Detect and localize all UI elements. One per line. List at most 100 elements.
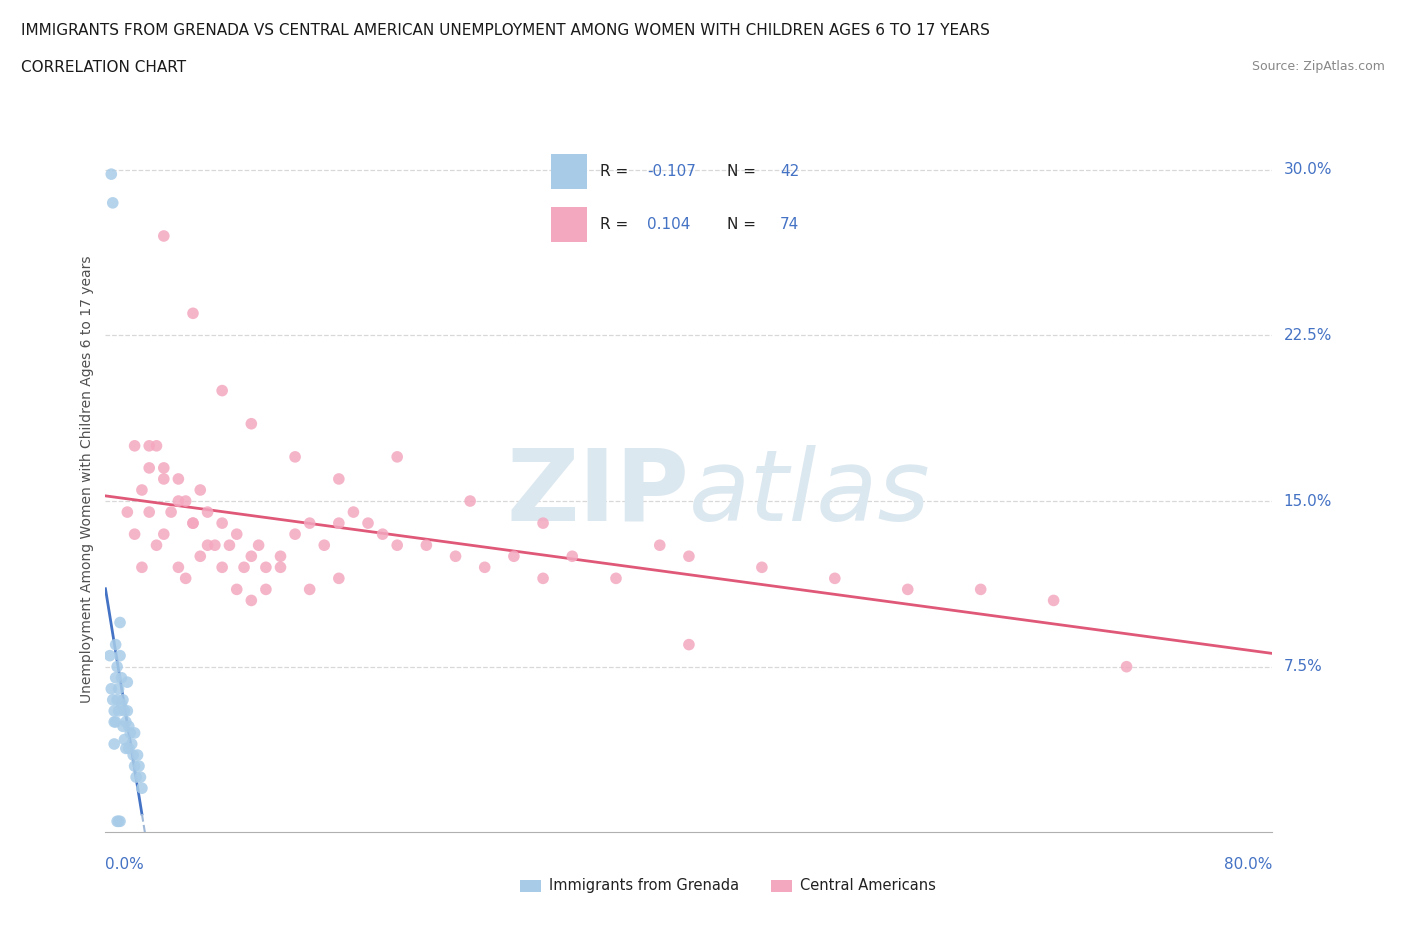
Point <box>110 697 132 711</box>
Point <box>101 195 124 210</box>
Point <box>385 449 409 464</box>
Point <box>117 703 139 718</box>
Point <box>124 438 146 453</box>
Point <box>101 692 124 708</box>
Point <box>118 719 141 734</box>
Point <box>678 549 700 564</box>
Point <box>1042 593 1064 608</box>
Point <box>314 538 336 552</box>
Point <box>167 472 190 486</box>
Point <box>284 449 307 464</box>
Point <box>124 759 146 774</box>
Point <box>107 814 129 829</box>
Point <box>124 725 146 740</box>
Point <box>115 714 138 729</box>
Point <box>118 741 141 756</box>
Point <box>107 682 129 697</box>
Point <box>120 725 142 740</box>
Point <box>648 538 671 552</box>
Point <box>129 770 152 785</box>
Point <box>121 737 143 751</box>
Point <box>458 494 481 509</box>
Point <box>153 229 174 244</box>
Point <box>103 703 125 718</box>
Point <box>153 460 174 475</box>
Point <box>110 671 132 685</box>
Text: Central Americans: Central Americans <box>800 878 935 893</box>
Point <box>111 692 134 708</box>
Point <box>240 593 263 608</box>
Point <box>125 770 148 785</box>
Point <box>240 549 263 564</box>
Point <box>342 505 364 520</box>
Point <box>1115 659 1137 674</box>
Point <box>188 483 211 498</box>
Point <box>328 516 350 531</box>
Point <box>167 560 190 575</box>
Text: IMMIGRANTS FROM GRENADA VS CENTRAL AMERICAN UNEMPLOYMENT AMONG WOMEN WITH CHILDR: IMMIGRANTS FROM GRENADA VS CENTRAL AMERI… <box>21 23 990 38</box>
Point <box>153 472 174 486</box>
Text: atlas: atlas <box>689 445 931 541</box>
Point <box>111 719 134 734</box>
Point <box>117 505 139 520</box>
Text: 22.5%: 22.5% <box>1284 328 1331 343</box>
Point <box>225 526 247 541</box>
Point <box>531 571 554 586</box>
Text: Source: ZipAtlas.com: Source: ZipAtlas.com <box>1251 60 1385 73</box>
Point <box>751 560 773 575</box>
Point <box>328 571 350 586</box>
Point <box>503 549 526 564</box>
Point <box>181 516 204 531</box>
Text: Immigrants from Grenada: Immigrants from Grenada <box>548 878 740 893</box>
Point <box>181 516 204 531</box>
Point <box>211 560 233 575</box>
Point <box>112 732 135 747</box>
Point <box>970 582 993 597</box>
Point <box>105 659 128 674</box>
Point <box>204 538 226 552</box>
Point <box>105 814 128 829</box>
Point <box>124 526 146 541</box>
Point <box>145 438 167 453</box>
Text: CORRELATION CHART: CORRELATION CHART <box>21 60 186 75</box>
Point <box>105 692 128 708</box>
Point <box>269 549 292 564</box>
Point <box>284 526 307 541</box>
Point <box>197 505 219 520</box>
Point <box>98 648 121 663</box>
Point <box>531 516 554 531</box>
Point <box>145 538 167 552</box>
Point <box>131 781 153 796</box>
Point <box>254 560 277 575</box>
Point <box>218 538 240 552</box>
Point <box>108 648 131 663</box>
Point <box>824 571 846 586</box>
Point <box>328 472 350 486</box>
Point <box>254 582 277 597</box>
Point <box>167 494 190 509</box>
Text: ZIP: ZIP <box>506 445 689 541</box>
Point <box>357 516 380 531</box>
Point <box>211 383 233 398</box>
Bar <box>520 880 541 893</box>
Point <box>605 571 627 586</box>
Point <box>100 166 122 181</box>
Point <box>104 714 127 729</box>
Point <box>115 741 138 756</box>
Point <box>240 417 263 432</box>
Point <box>103 714 125 729</box>
Y-axis label: Unemployment Among Women with Children Ages 6 to 17 years: Unemployment Among Women with Children A… <box>80 255 94 703</box>
Point <box>108 615 131 630</box>
Point <box>174 571 197 586</box>
Point <box>117 675 139 690</box>
Point <box>181 306 204 321</box>
Point <box>127 748 149 763</box>
Point <box>678 637 700 652</box>
Text: 15.0%: 15.0% <box>1284 494 1331 509</box>
Point <box>197 538 219 552</box>
Point <box>138 460 160 475</box>
Text: 30.0%: 30.0% <box>1284 162 1331 178</box>
Point <box>131 560 153 575</box>
Point <box>100 682 122 697</box>
Point <box>561 549 583 564</box>
